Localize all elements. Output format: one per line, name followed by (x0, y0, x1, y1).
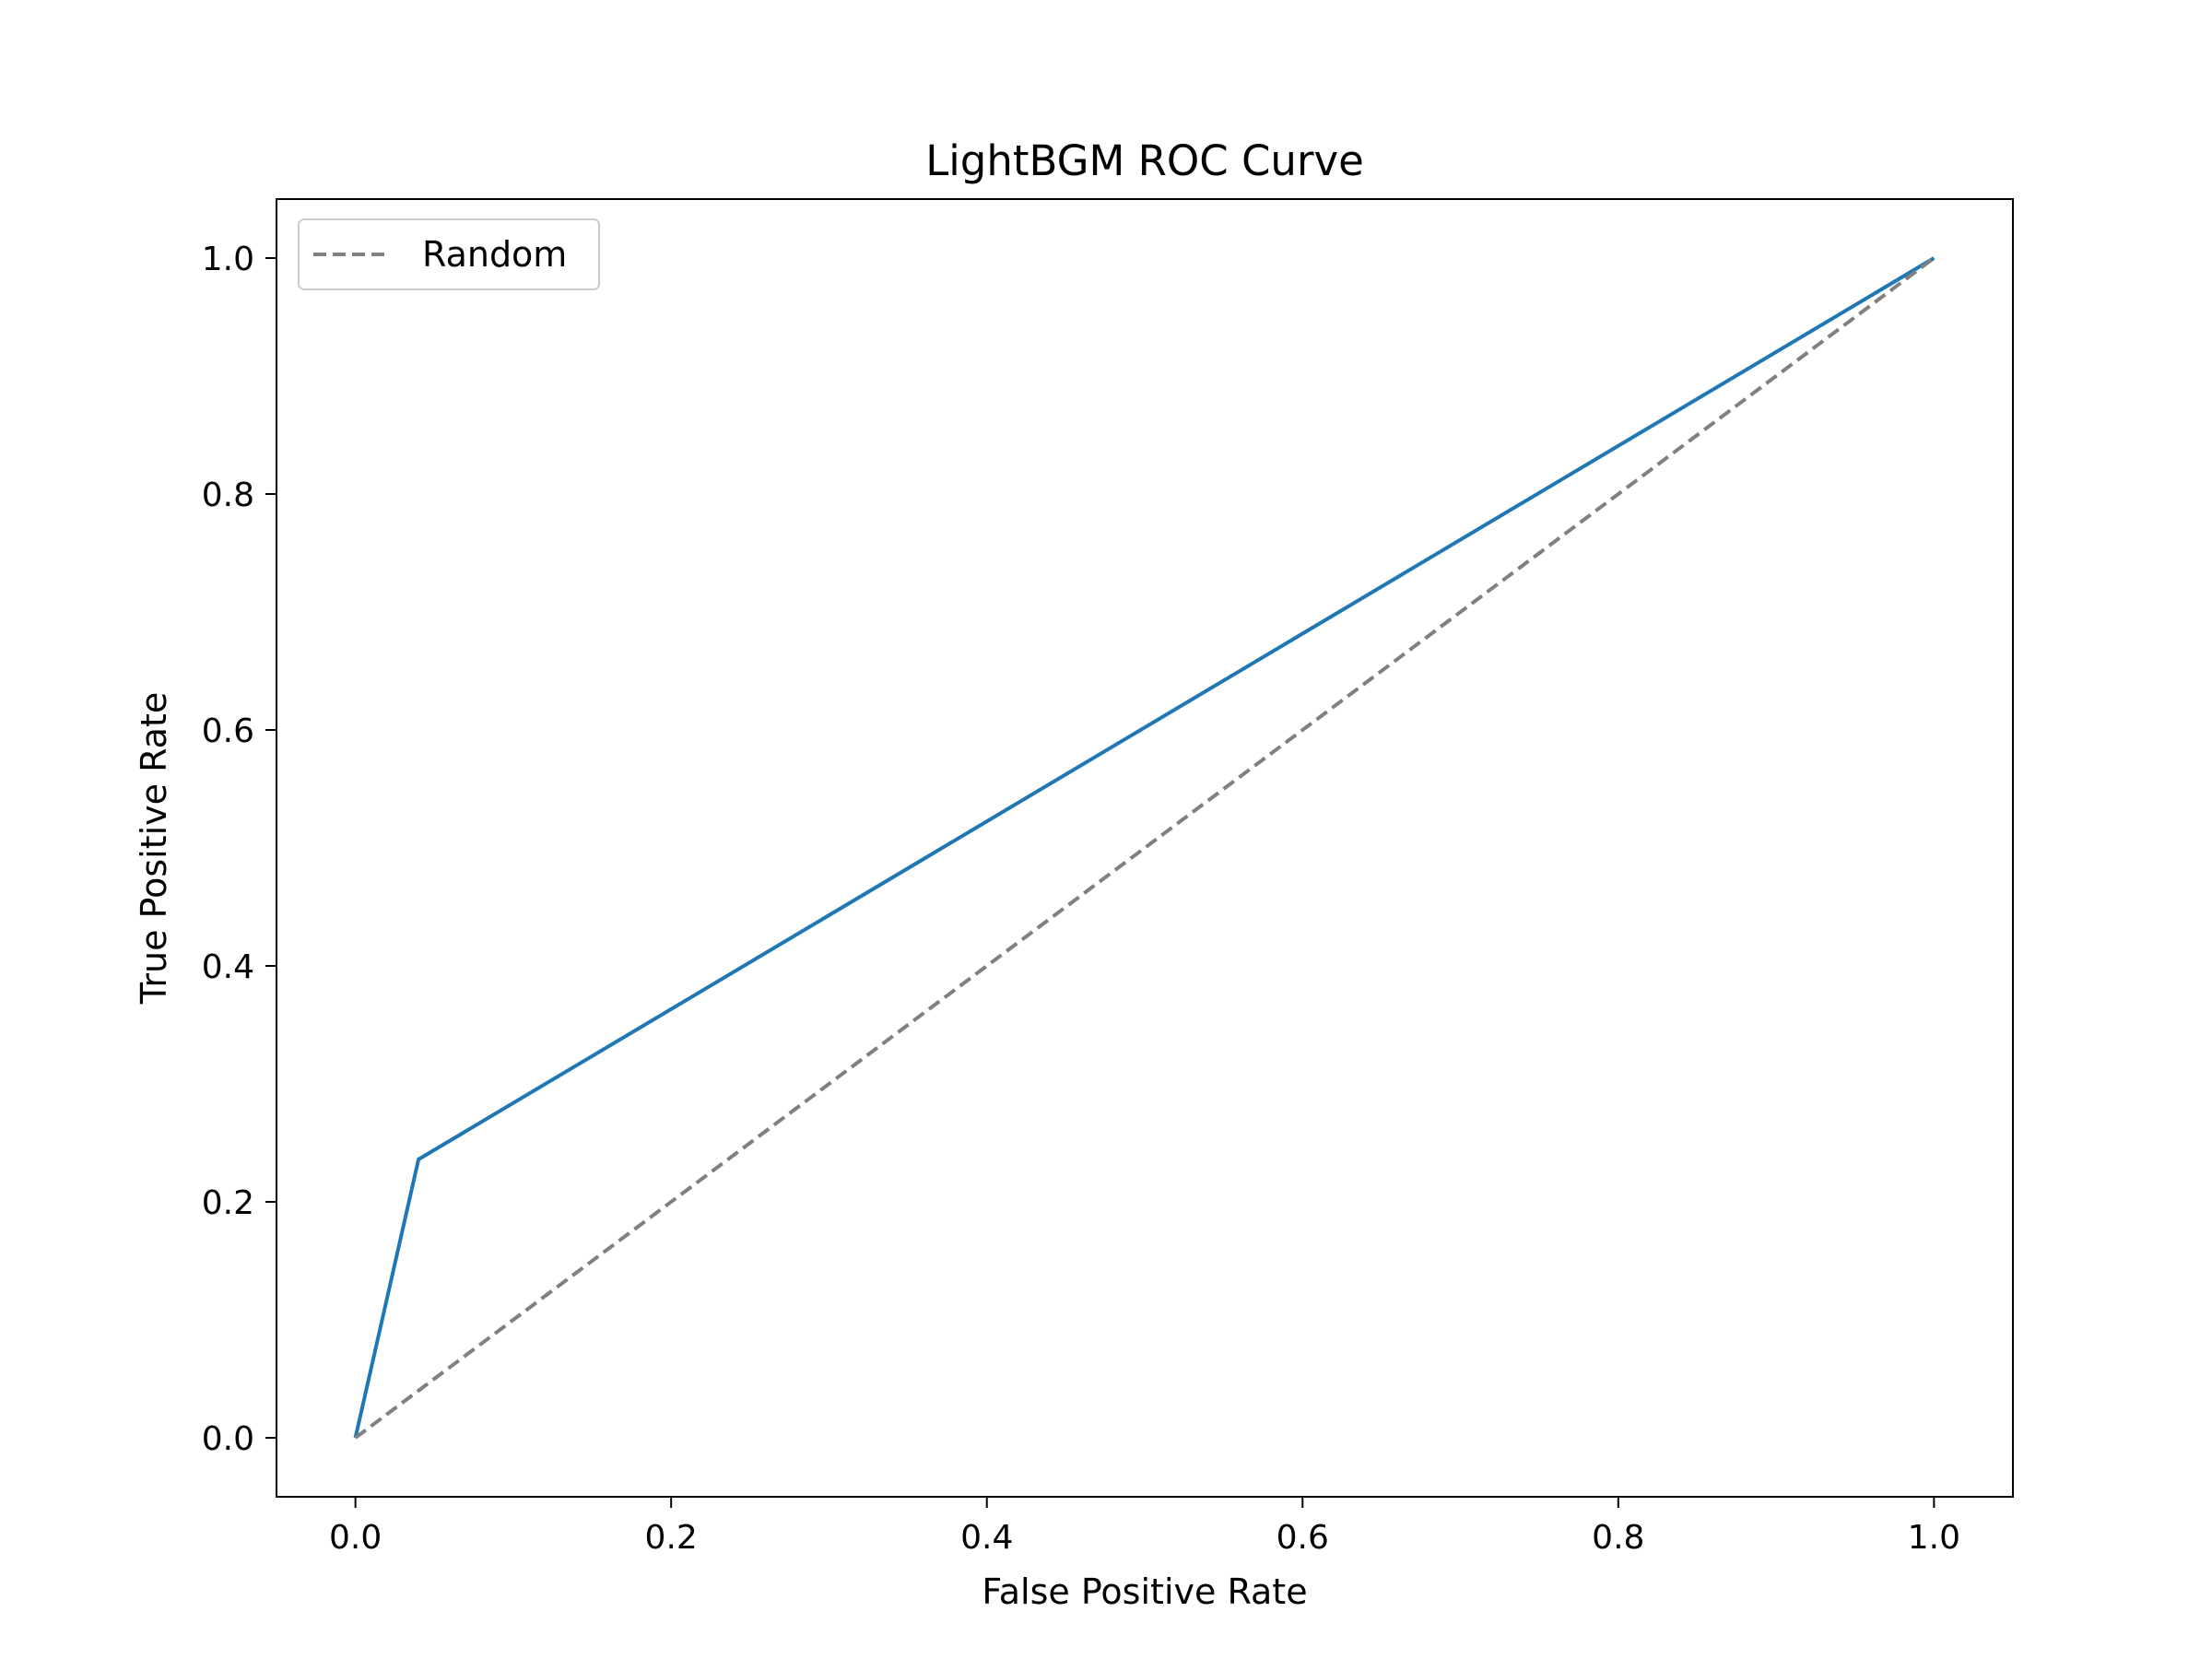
plot-area (276, 198, 2014, 1498)
x-tick-label: 0.2 (645, 1519, 698, 1557)
y-tick-label: 0.0 (202, 1420, 254, 1458)
y-axis-label: True Positive Rate (134, 692, 174, 1006)
x-tick-label: 0.8 (1592, 1519, 1644, 1557)
y-tick-label: 0.6 (202, 712, 254, 750)
legend: Random (298, 218, 600, 290)
y-tick-label: 0.2 (202, 1184, 254, 1222)
x-tick-label: 0.4 (960, 1519, 1013, 1557)
legend-box (298, 218, 600, 290)
chart-title: LightBGM ROC Curve (925, 136, 1364, 185)
y-tick-label: 0.4 (202, 948, 254, 986)
series-layer (353, 256, 1936, 1440)
y-tick-label: 0.8 (202, 477, 254, 514)
roc-curve-line (353, 256, 1936, 1439)
x-tick-label: 1.0 (1908, 1519, 1960, 1557)
x-axis-label: False Positive Rate (982, 1571, 1307, 1612)
y-axis-ticks: 0.0 0.2 0.4 0.6 0.8 1.0 (202, 241, 276, 1458)
x-tick-label: 0.0 (329, 1519, 382, 1557)
plot-frame (276, 198, 2014, 1498)
x-axis-ticks: 0.0 0.2 0.4 0.6 0.8 1.0 (329, 1497, 1960, 1557)
y-tick-label: 1.0 (202, 241, 254, 278)
x-tick-label: 0.6 (1277, 1519, 1329, 1557)
legend-label-random: Random (422, 234, 567, 275)
